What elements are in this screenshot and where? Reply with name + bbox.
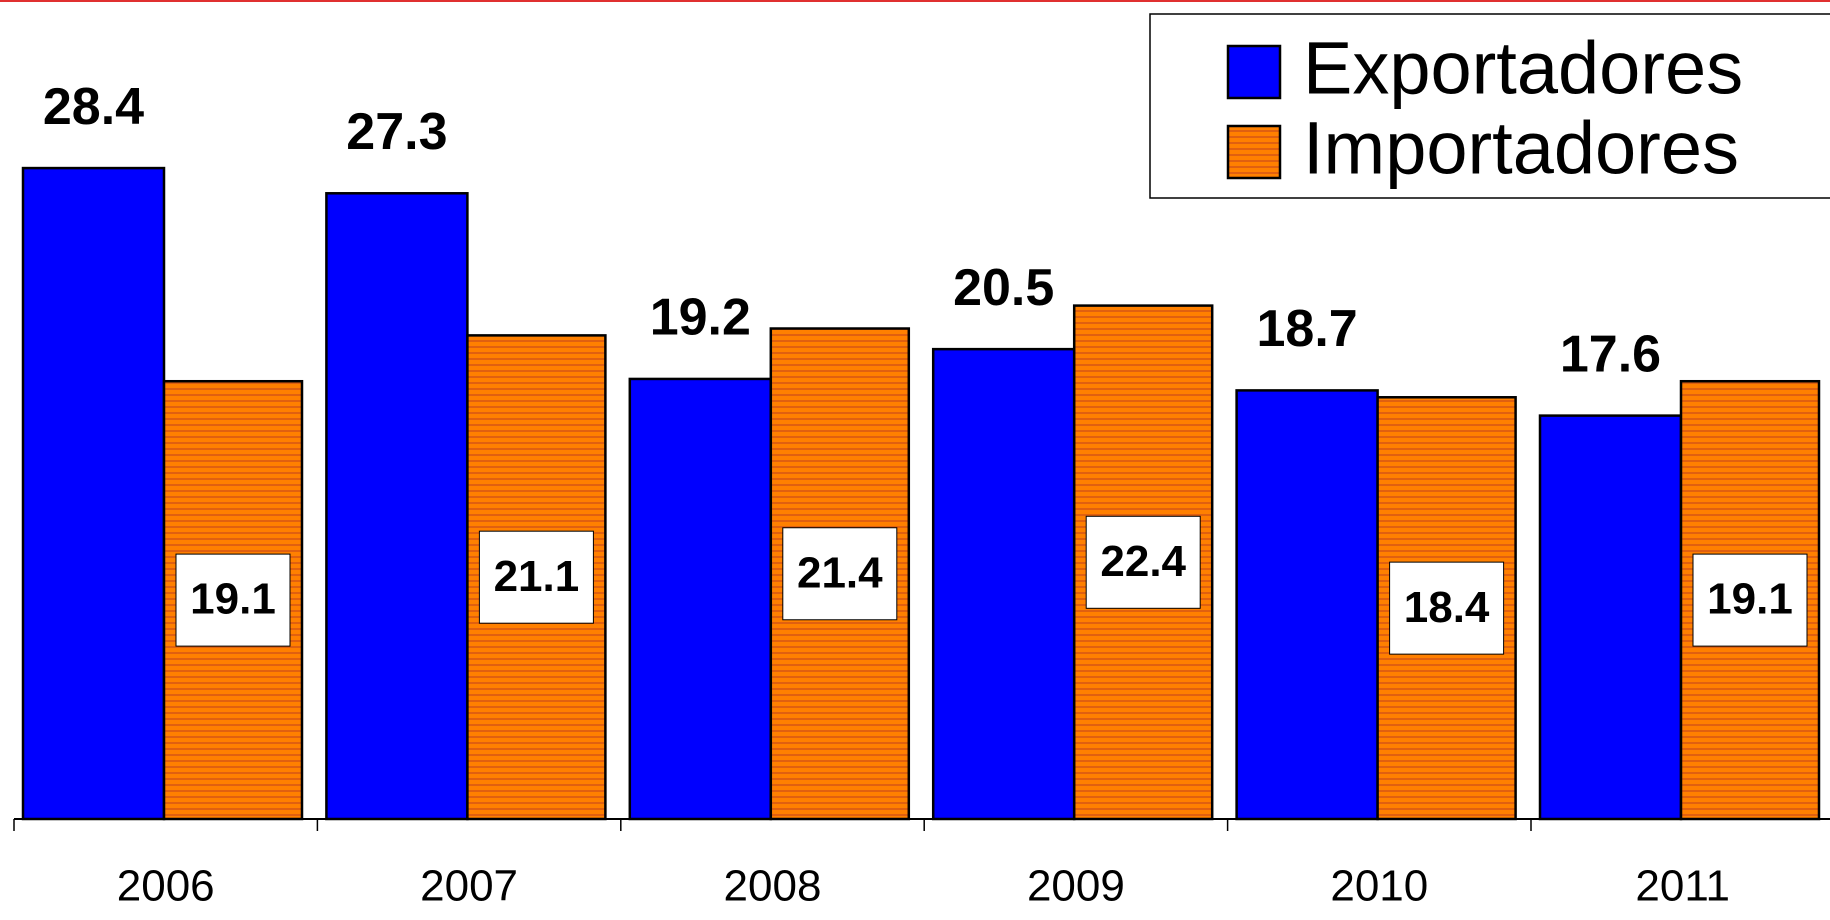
legend-label: Importadores [1303,107,1739,190]
value-label: 18.4 [1404,583,1490,632]
value-label: 20.5 [953,259,1054,317]
value-label-box [175,553,291,647]
legend-swatch [1226,44,1282,100]
bar [1235,389,1379,821]
value-label-box [1692,553,1808,647]
value-label: 21.1 [494,552,580,601]
value-label-box [478,530,594,624]
bar [628,377,773,821]
bar [1538,414,1683,821]
value-label: 18.7 [1256,300,1357,358]
value-label-box [782,527,898,621]
value-label: 21.4 [797,548,883,597]
x-tick-label: 2009 [1027,862,1125,911]
bar [931,347,1076,821]
x-tick-label: 2008 [724,862,822,911]
x-tick-label: 2007 [420,862,518,911]
bar [325,192,469,821]
x-tick-label: 2006 [117,862,215,911]
value-label-box [1389,561,1505,655]
legend-swatch [1226,124,1282,180]
value-label: 17.6 [1560,325,1661,383]
value-label: 19.1 [1707,575,1793,624]
x-tick-label: 2010 [1330,862,1428,911]
value-label: 22.4 [1100,537,1186,586]
value-label: 28.4 [43,78,144,136]
value-label: 19.1 [190,575,276,624]
bar [21,166,166,821]
x-tick-label: 2011 [1635,862,1730,911]
legend-label: Exportadores [1303,27,1743,110]
value-label-box [1085,515,1201,609]
value-label: 27.3 [346,103,447,161]
value-label: 19.2 [650,289,751,347]
